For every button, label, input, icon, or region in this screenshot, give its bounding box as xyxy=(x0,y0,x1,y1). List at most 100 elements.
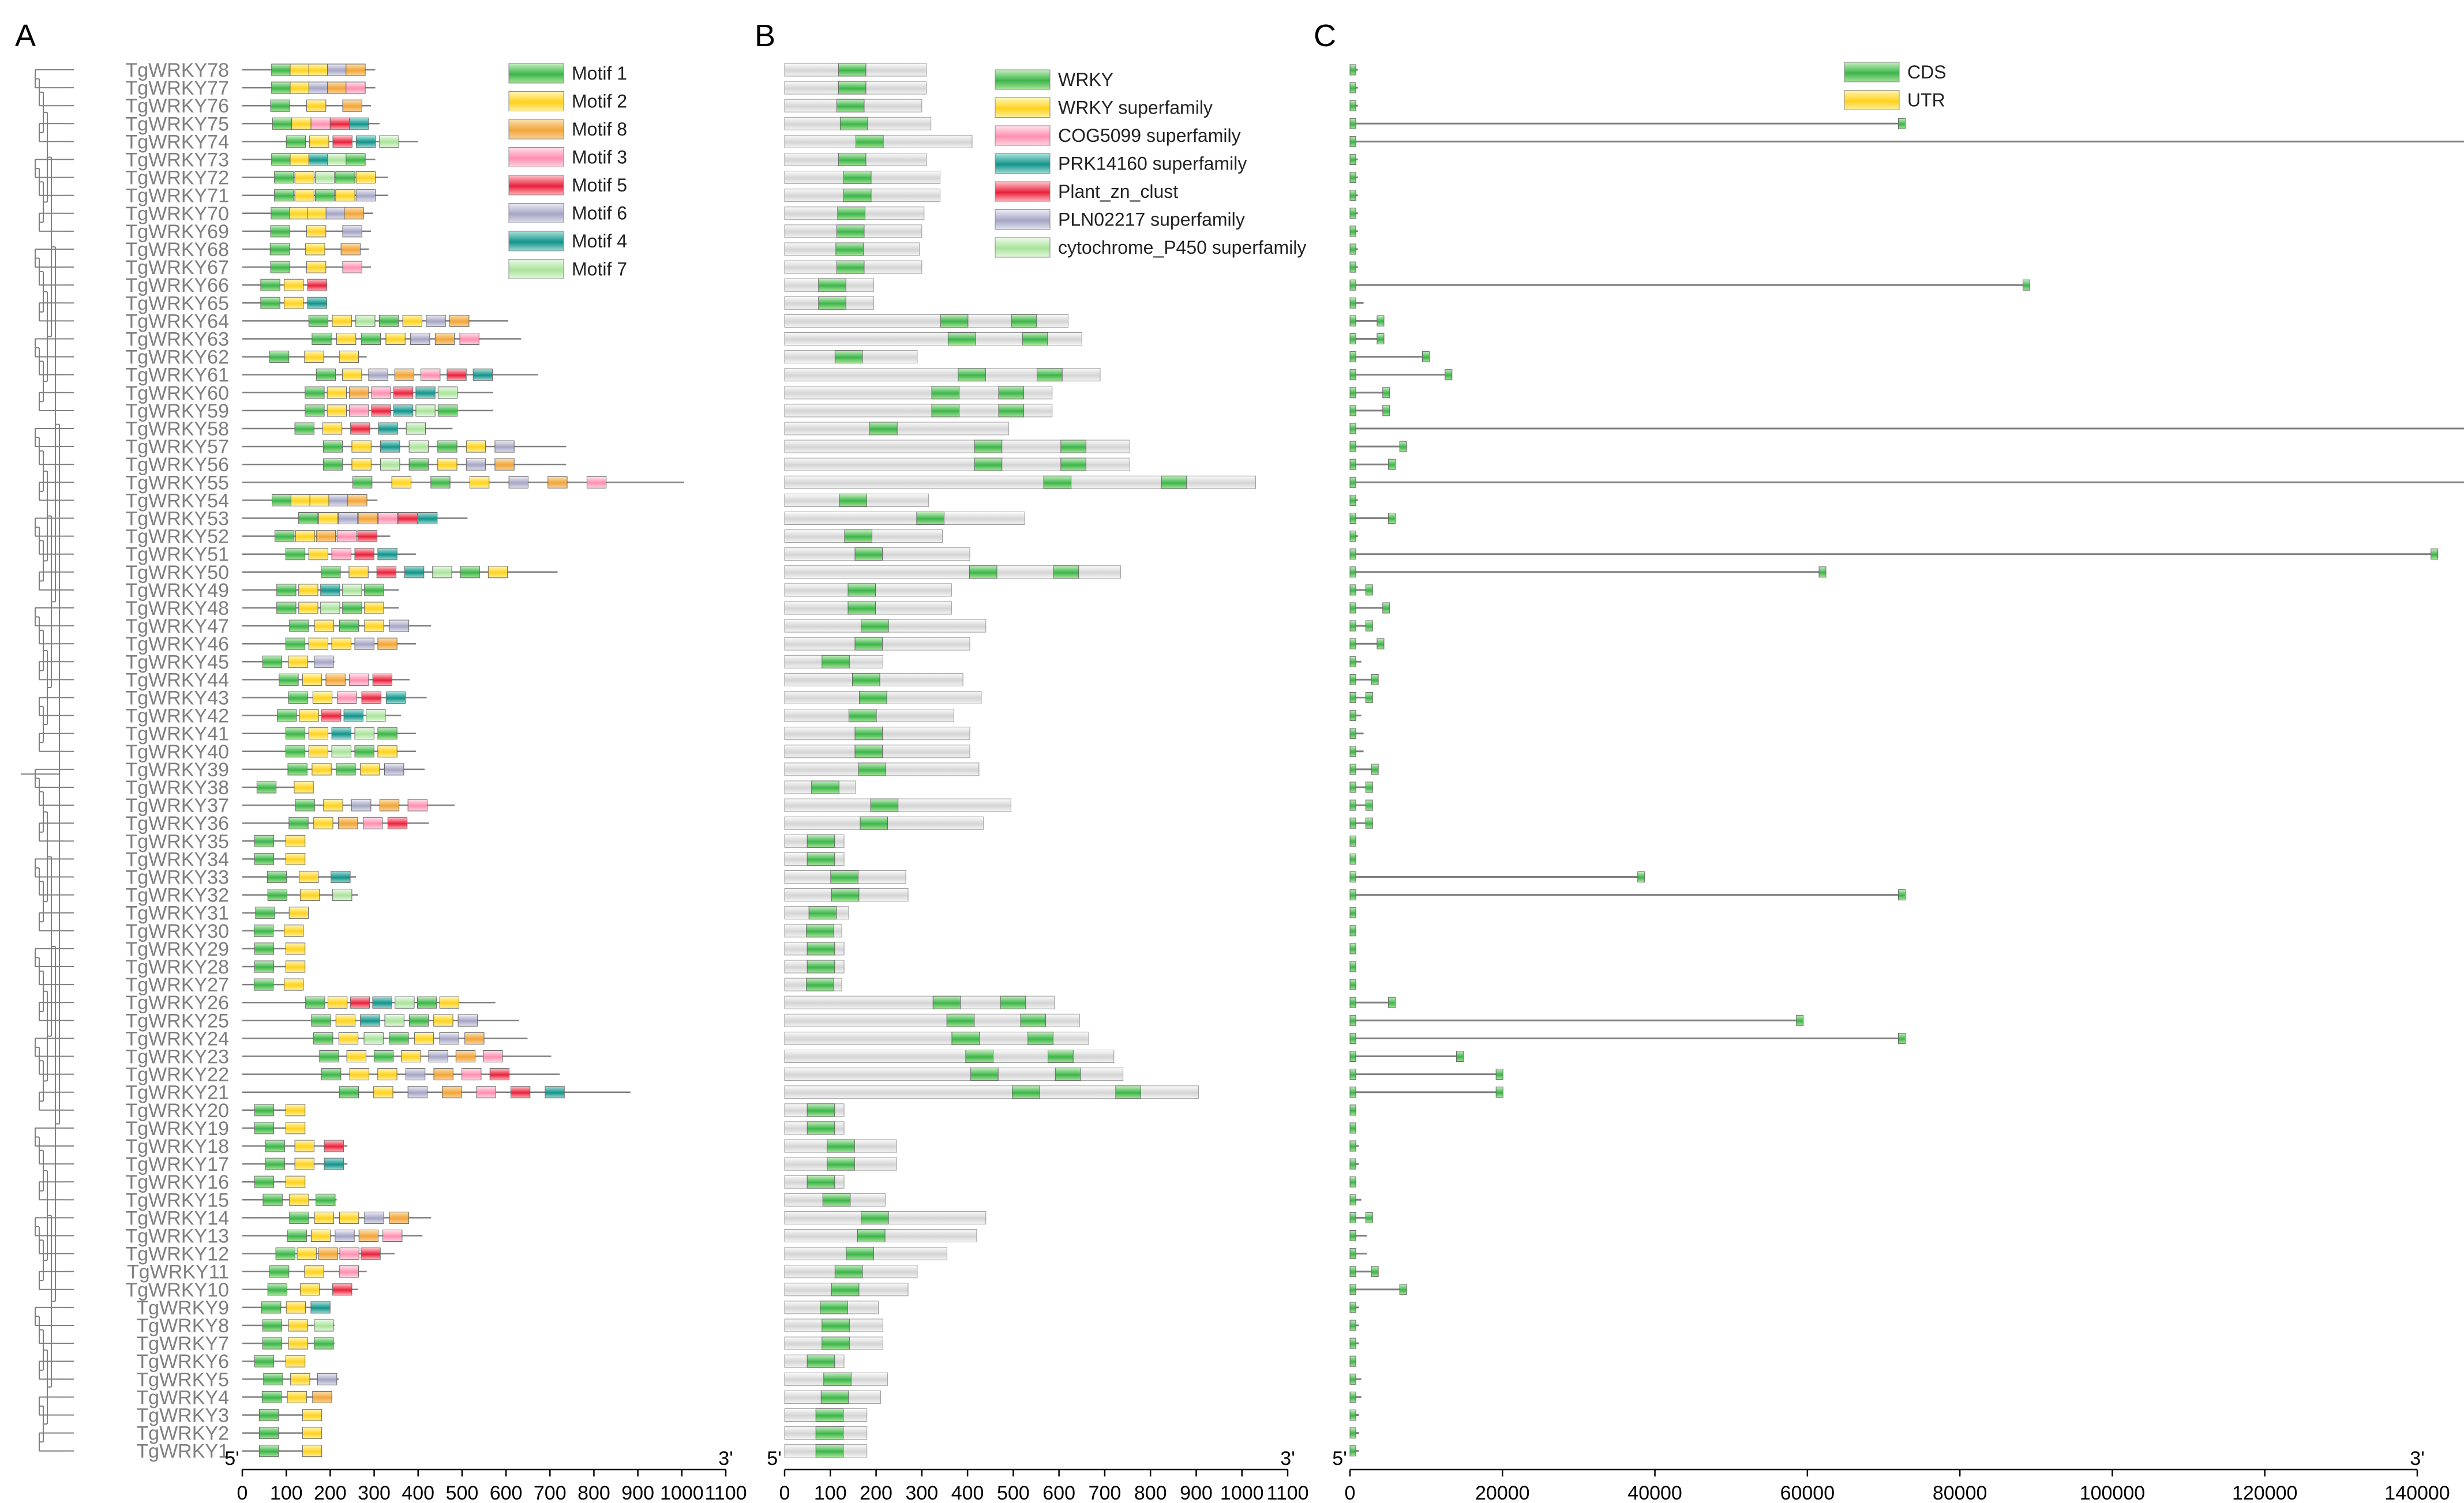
wrky-domain xyxy=(946,1013,975,1027)
exon-box xyxy=(1365,799,1373,811)
exon-box xyxy=(1388,997,1396,1008)
axis-a-tick-label: 1000 xyxy=(660,1482,704,1503)
exon-box xyxy=(1349,1212,1356,1223)
wrky-domain xyxy=(970,1068,999,1081)
gene-label: TgWRKY5 xyxy=(136,1369,229,1391)
motif-legend-label: Motif 3 xyxy=(572,147,627,168)
motif-box xyxy=(354,548,374,561)
exon-box xyxy=(1349,1158,1356,1170)
motif-box xyxy=(393,404,414,417)
motif-box xyxy=(327,386,347,399)
motif-box xyxy=(276,602,297,614)
domain-legend-swatch xyxy=(995,181,1051,202)
motif-box xyxy=(318,512,338,524)
motif-box xyxy=(476,1086,496,1099)
wrky-domain xyxy=(861,1211,889,1224)
motif-box xyxy=(299,1283,320,1296)
exon-box xyxy=(1349,315,1356,326)
motif-box xyxy=(339,351,359,363)
exon-box xyxy=(1898,889,1906,901)
motif-box xyxy=(368,369,388,381)
wrky-domain xyxy=(843,171,872,185)
motif-box xyxy=(290,1373,310,1385)
gene-label: TgWRKY53 xyxy=(126,508,230,530)
axis-a-tick-label: 300 xyxy=(358,1482,391,1503)
motif-box xyxy=(350,996,370,1009)
motif-box xyxy=(442,1086,462,1099)
motif-box xyxy=(358,512,378,524)
motif-box xyxy=(447,369,467,381)
exon-box xyxy=(1349,817,1356,829)
gene-label: TgWRKY8 xyxy=(136,1315,229,1337)
gene-label: TgWRKY62 xyxy=(126,347,230,369)
wrky-domain xyxy=(852,672,880,686)
wrky-domain xyxy=(823,1372,852,1386)
motif-box xyxy=(255,907,275,919)
motif-box xyxy=(418,512,438,524)
exon-box xyxy=(1349,1266,1356,1277)
protein-bar xyxy=(784,457,1130,471)
wrky-domain xyxy=(940,314,969,328)
motif-box xyxy=(313,817,333,829)
motif-box xyxy=(299,871,319,883)
wrky-domain xyxy=(811,780,839,794)
gene-label: TgWRKY16 xyxy=(126,1171,230,1193)
motif-box xyxy=(307,279,327,291)
gene-label: TgWRKY7 xyxy=(136,1333,229,1355)
wrky-domain xyxy=(1020,1013,1047,1027)
motif-box xyxy=(342,369,362,381)
motif-legend-label: Motif 5 xyxy=(572,175,627,196)
wrky-domain xyxy=(836,99,865,112)
exon-box xyxy=(1365,817,1373,829)
motif-box xyxy=(362,817,383,829)
motif-legend-label: Motif 7 xyxy=(572,259,627,280)
motif-box xyxy=(457,1014,478,1027)
motif-box xyxy=(385,692,406,704)
wrky-domain xyxy=(822,1318,850,1332)
motif-box xyxy=(364,602,384,614)
domain-legend-label: cytochrome_P450 superfamily xyxy=(1058,237,1306,258)
motif-box xyxy=(253,925,274,937)
exon-box xyxy=(1382,602,1390,614)
wrky-domain xyxy=(807,1175,835,1189)
exon-box xyxy=(1349,1427,1356,1439)
motif-box xyxy=(395,996,415,1009)
wrky-domain xyxy=(807,942,835,956)
exon-box xyxy=(1349,1284,1356,1295)
motif-box xyxy=(254,1175,275,1188)
motif-box xyxy=(335,171,355,184)
exon-box xyxy=(1349,82,1356,93)
motif-legend-swatch xyxy=(508,147,564,167)
motif-legend-label: Motif 8 xyxy=(572,119,627,140)
motif-box xyxy=(459,333,479,345)
motif-box xyxy=(349,404,369,417)
gene-label: TgWRKY21 xyxy=(126,1082,230,1104)
gene-label: TgWRKY15 xyxy=(126,1189,230,1211)
motif-box xyxy=(372,996,392,1009)
exon-box xyxy=(1349,799,1356,811)
motif-box xyxy=(350,422,370,435)
gene-label: TgWRKY6 xyxy=(136,1351,229,1373)
protein-bar xyxy=(784,475,1256,489)
motif-box xyxy=(299,709,319,722)
exon-box xyxy=(1349,656,1356,667)
gene-label: TgWRKY60 xyxy=(126,382,230,404)
exon-box xyxy=(2023,279,2031,291)
wrky-domain xyxy=(1053,565,1079,579)
exon-box xyxy=(1349,405,1356,416)
structure-legend-swatch xyxy=(1844,62,1900,82)
motif-box xyxy=(391,476,411,489)
motif-box xyxy=(373,1086,393,1099)
motif-box xyxy=(379,799,400,811)
wrky-domain xyxy=(808,906,837,920)
structure-legend-swatch xyxy=(1844,90,1900,110)
motif-box xyxy=(346,1050,366,1062)
motif-box xyxy=(285,942,306,955)
wrky-domain xyxy=(847,583,876,597)
motif-box xyxy=(302,673,322,686)
motif-box xyxy=(358,1230,379,1242)
motif-box xyxy=(379,135,399,148)
exon-box xyxy=(1349,692,1356,703)
motif-box xyxy=(290,153,310,166)
